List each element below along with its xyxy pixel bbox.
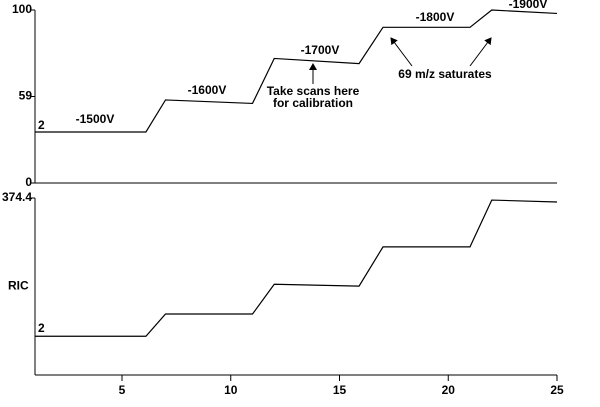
y-axis-label: RIC bbox=[8, 279, 29, 293]
annotation: 2 bbox=[38, 321, 45, 335]
annotation: -1700V bbox=[301, 43, 340, 57]
x-tick-label: 25 bbox=[550, 383, 564, 397]
data-line bbox=[35, 199, 558, 337]
y-tick-label: 374.4 bbox=[2, 190, 32, 204]
annotation: for calibration bbox=[273, 96, 353, 110]
x-tick-label: 15 bbox=[333, 383, 347, 397]
y-tick-label: 100 bbox=[12, 2, 32, 16]
annotation: Take scans here bbox=[267, 84, 360, 98]
x-tick-label: 5 bbox=[119, 383, 126, 397]
annotation: 2 bbox=[38, 118, 45, 132]
x-tick-label: 20 bbox=[442, 383, 456, 397]
y-tick-label: 0 bbox=[25, 175, 32, 189]
arrows bbox=[309, 37, 492, 84]
annotation: -1900V bbox=[509, 0, 548, 11]
y-tick-label: 59 bbox=[19, 89, 33, 103]
annotation: -1800V bbox=[416, 10, 455, 24]
annotation: -1600V bbox=[188, 83, 227, 97]
data-line bbox=[35, 9, 558, 133]
x-tick-label: 10 bbox=[224, 383, 238, 397]
arrow bbox=[469, 37, 492, 67]
annotation: -1500V bbox=[76, 112, 115, 126]
annotation: 69 m/z saturates bbox=[398, 67, 492, 81]
arrow bbox=[390, 37, 413, 67]
